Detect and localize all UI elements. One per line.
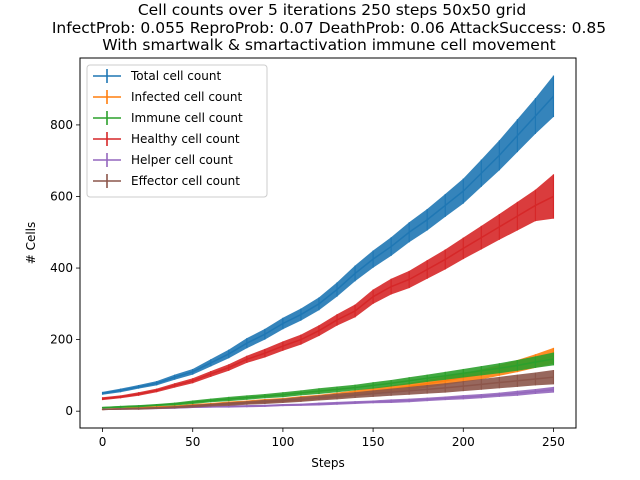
y-axis: 0 200 400 600 800 — [50, 118, 80, 418]
series-line — [102, 376, 554, 411]
legend-item: Effector cell count — [93, 174, 240, 188]
y-tick-label: 0 — [65, 404, 73, 418]
y-tick-label: 800 — [50, 118, 73, 132]
x-tick-label: 150 — [362, 435, 385, 449]
legend-item: Total cell count — [93, 69, 221, 83]
y-tick-label: 200 — [50, 333, 73, 347]
plot-frame — [79, 57, 577, 429]
series-4 — [101, 174, 555, 401]
series-3 — [101, 352, 555, 409]
legend-box — [86, 64, 268, 198]
legend-label: Total cell count — [130, 69, 221, 83]
series-6 — [101, 370, 555, 411]
y-tick-label: 400 — [50, 261, 73, 275]
title-line-2: InfectProb: 0.055 ReproProb: 0.07 DeathP… — [52, 19, 606, 37]
x-axis: 0 50 100 150 200 250 — [99, 428, 565, 449]
x-tick-label: 200 — [452, 435, 475, 449]
x-tick-label: 100 — [271, 435, 294, 449]
legend: Total cell count Infected cell count Immun… — [86, 64, 268, 198]
legend-label: Effector cell count — [131, 174, 240, 188]
y-axis-label: # Cells — [24, 222, 38, 265]
legend-label: Helper cell count — [131, 153, 233, 167]
series-line — [102, 95, 555, 395]
legend-item: Infected cell count — [93, 90, 242, 104]
chart-title: Cell counts over 5 iterations 250 steps … — [52, 1, 606, 54]
series-line — [102, 358, 554, 409]
series-line — [102, 195, 554, 400]
legend-item: Helper cell count — [93, 153, 233, 167]
x-tick-label: 0 — [99, 435, 107, 449]
legend-label: Infected cell count — [131, 90, 242, 104]
x-axis-label: Steps — [311, 456, 345, 470]
x-tick-label: 250 — [542, 435, 565, 449]
x-tick-label: 50 — [185, 435, 200, 449]
series-1 — [101, 75, 555, 395]
legend-item: Immune cell count — [93, 111, 243, 125]
y-tick-label: 600 — [50, 189, 73, 203]
title-line-1: Cell counts over 5 iterations 250 steps … — [138, 1, 526, 19]
series-layer — [101, 75, 555, 411]
legend-label: Immune cell count — [131, 111, 243, 125]
legend-item: Healthy cell count — [93, 132, 240, 146]
title-line-3: With smartwalk & smartactivation immune … — [102, 36, 556, 54]
legend-label: Healthy cell count — [131, 132, 240, 146]
